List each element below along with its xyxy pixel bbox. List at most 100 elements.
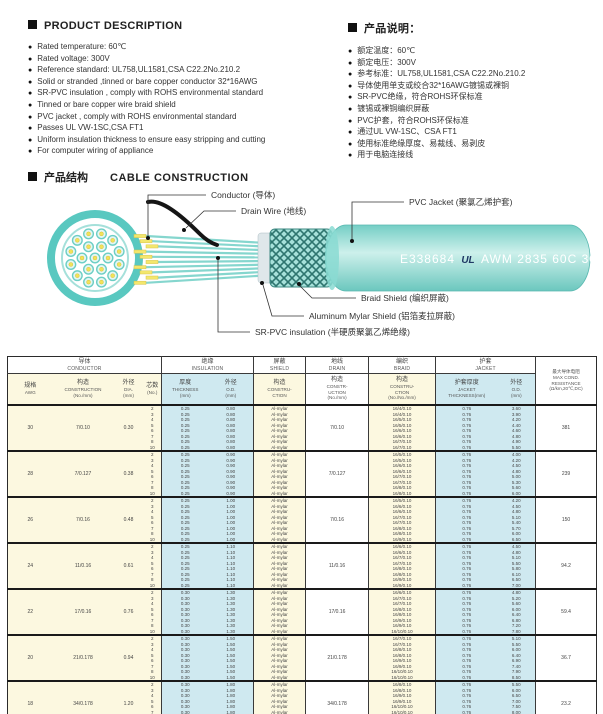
label-conductor: Conductor (导体) [211, 190, 275, 200]
header-line: RESISTANCE [551, 380, 581, 386]
table-row: 5 0.25 1.10 Al-mylar 16/7/0.10 0.76 5.50 [8, 560, 597, 566]
table-cell: 0.25 [161, 439, 209, 445]
table-cell: 0.30 [161, 693, 209, 699]
header-line: THICKNESS [172, 386, 199, 392]
table-cell: 16/5/0.10 [368, 417, 436, 423]
table-cell: 0.30 [161, 634, 209, 642]
table-cell: Al-mylar [253, 536, 306, 543]
table-cell: 8.00 [497, 709, 536, 714]
table-cell: 6.10 [497, 571, 536, 577]
table-cell: 0.76 [435, 606, 498, 612]
table-row: 6 0.30 1.30 Al-mylar 16/8/0.10 0.76 6.40 [8, 612, 597, 618]
bullet-item: For computer wiring of appliance [28, 146, 343, 158]
table-cell: 6 [143, 520, 162, 526]
table-cell: 5.10 [497, 555, 536, 561]
table-cell: 16/7/0.10 [368, 514, 436, 520]
table-cell: 0.30 [161, 674, 209, 681]
table-cell: Al-mylar [253, 698, 306, 704]
table-cell: Al-mylar [253, 588, 306, 596]
table-cell: 0.25 [161, 444, 209, 451]
table-cell: 16/5/0.10 [368, 422, 436, 428]
table-cell: Al-mylar [253, 468, 306, 474]
table-cell: 7/0.10 [52, 404, 114, 451]
table-cell: 3 [143, 457, 162, 463]
table-cell: 22 [7, 588, 53, 635]
bullet-item: 参考标准：UL758,UL1581,CSA C22.2No.210.2 [348, 69, 598, 81]
table-cell: 1.30 [208, 623, 254, 629]
table-cell: 1.50 [208, 658, 254, 664]
table-cell: 0.25 [161, 582, 209, 589]
header-line: (No./mm) [327, 395, 347, 401]
table-cell: 0.76 [435, 647, 498, 653]
table-cell: 24 [7, 542, 53, 589]
table-cell: 18 [7, 680, 53, 714]
table-cell: 16/8/0.10 [368, 612, 436, 618]
table-cell: 2 [143, 404, 162, 412]
table-cell: 16/8/0.10 [368, 687, 436, 693]
table-cell: 0.76 [435, 503, 498, 509]
table-cell: 5.80 [497, 566, 536, 572]
table-cell: 0.25 [161, 450, 209, 458]
table-cell: 16/8/0.10 [368, 647, 436, 653]
table-cell: 1.00 [208, 496, 254, 504]
braid-section [269, 228, 333, 288]
table-row: 6 0.25 0.80 Al-mylar 16/6/0.10 0.76 4.60 [8, 428, 597, 434]
header-line: 外径 [510, 379, 523, 386]
table-cell: 6.40 [497, 652, 536, 658]
table-cell: 0.25 [161, 566, 209, 572]
table-cell: 7 [143, 525, 162, 531]
table-row: 10 0.25 0.90 Al-mylar 16/8/0.10 0.76 6.00 [8, 490, 597, 497]
sub-header: 规格 AWG [7, 373, 53, 406]
table-cell: 7.20 [497, 623, 536, 629]
header-line: CONSTRU- [389, 384, 415, 390]
table-cell: 0.30 [161, 704, 209, 710]
table-cell: 16/6/0.10 [368, 549, 436, 555]
table-cell: Al-mylar [253, 595, 306, 601]
table-cell: Al-mylar [253, 680, 306, 688]
table-cell: 0.76 [435, 582, 498, 589]
table-cell: 16/7/0.10 [368, 595, 436, 601]
table-cell: 16/9/0.10 [368, 658, 436, 664]
table-cell: 0.25 [161, 433, 209, 439]
table-cell: Al-mylar [253, 433, 306, 439]
table-cell: 10 [143, 490, 162, 497]
table-row: 6 0.25 1.00 Al-mylar 16/7/0.10 0.76 5.40 [8, 520, 597, 526]
table-cell: 0.80 [208, 404, 254, 412]
table-cell: 4.20 [497, 457, 536, 463]
group-header-cn: 屏蔽 [273, 358, 286, 365]
table-cell: 8 [143, 439, 162, 445]
table-cell: 17/0.16 [305, 588, 369, 635]
header-line: CTION [394, 389, 410, 395]
table-cell: 16/9/0.10 [368, 536, 436, 543]
table-cell: Al-mylar [253, 496, 306, 504]
insulated-wires [145, 234, 267, 284]
table-cell: 0.76 [435, 468, 498, 474]
table-cell: 16/9/0.10 [368, 693, 436, 699]
table-cell: 0.80 [208, 422, 254, 428]
table-cell: 16/8/0.10 [368, 490, 436, 497]
table-cell: 6 [143, 704, 162, 710]
table-row: 7 0.30 1.80 Al-mylar 16/10/0.10 0.76 8.00 [8, 709, 597, 714]
table-cell: Al-mylar [253, 514, 306, 520]
table-cell: 0.76 [435, 509, 498, 515]
jacket-marking-file: E338684 [400, 252, 455, 266]
table-cell: 1.10 [208, 560, 254, 566]
table-cell: 6 [143, 612, 162, 618]
table-cell: 0.76 [435, 628, 498, 635]
table-cell: 0.90 [208, 457, 254, 463]
header-line: 外径 [122, 379, 135, 386]
table-cell: 17/0.16 [52, 588, 114, 635]
table-cell: 5 [143, 698, 162, 704]
bullet-item: 额定温度：60℃ [348, 46, 598, 58]
table-cell: 1.50 [208, 647, 254, 653]
table-cell: 0.90 [208, 485, 254, 491]
table-cell: 16/5/0.10 [368, 450, 436, 458]
table-cell: 0.76 [435, 652, 498, 658]
table-cell: Al-mylar [253, 485, 306, 491]
table-cell: 7/0.127 [52, 450, 114, 497]
table-cell: 3.60 [497, 404, 536, 412]
header-line: 护套厚度 [454, 379, 479, 386]
table-cell: 0.25 [161, 457, 209, 463]
table-cell: 4.00 [497, 450, 536, 458]
table-cell: 0.76 [435, 560, 498, 566]
